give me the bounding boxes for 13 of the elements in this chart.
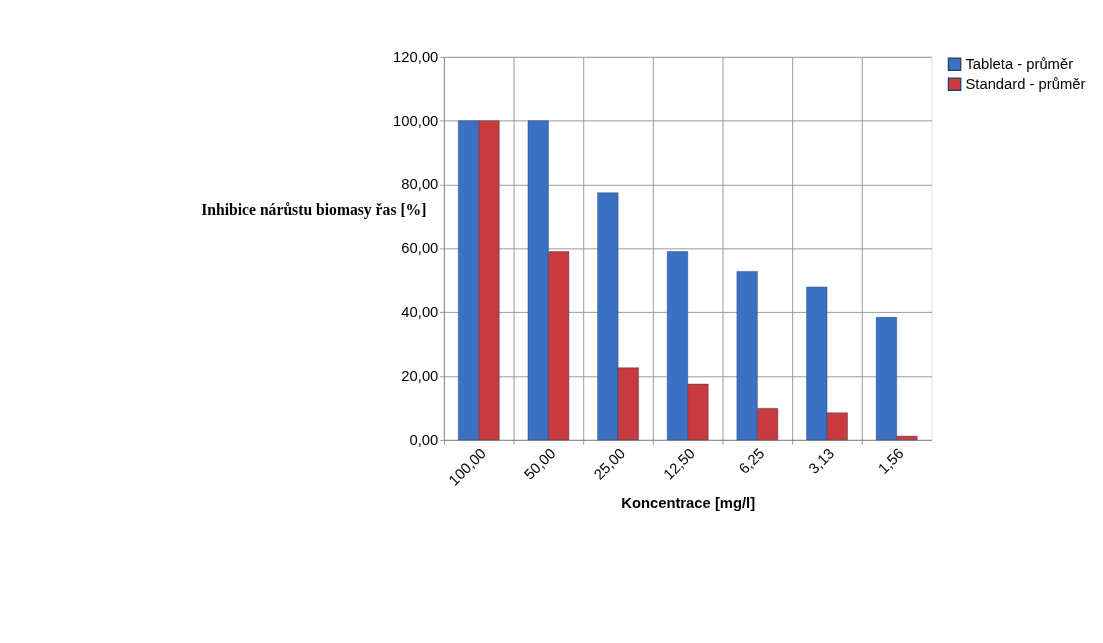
- y-tick-label: 80,00: [401, 176, 439, 193]
- x-tick-label: 3,13: [805, 445, 838, 477]
- y-tick-label: 40,00: [401, 304, 439, 321]
- y-tick-label: 100,00: [393, 112, 439, 129]
- y-tick-label: 20,00: [401, 367, 439, 384]
- y-tick-label: 60,00: [401, 240, 439, 257]
- x-tick-label: 6,25: [735, 445, 768, 477]
- legend-label: Tableta - průměr: [965, 55, 1074, 72]
- legend-label: Standard - průměr: [965, 75, 1086, 92]
- y-tick-label: 120,00: [393, 48, 439, 65]
- x-axis-title: Koncentrace [mg/l]: [621, 495, 756, 512]
- y-tick-label: 0,00: [409, 431, 439, 448]
- y-axis-title: Inhibice nárůstu biomasy řas [%]: [201, 200, 427, 219]
